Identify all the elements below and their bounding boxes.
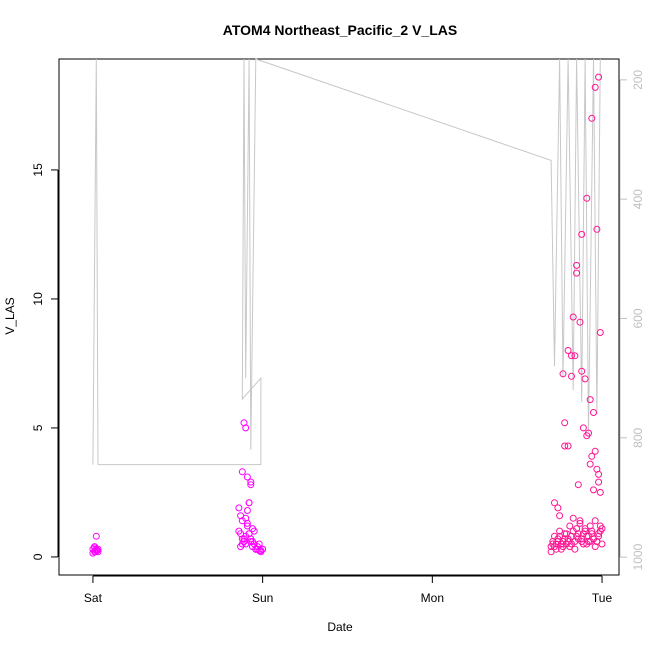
- secondary-line-trace: [92, 58, 601, 466]
- data-point: [564, 442, 572, 450]
- data-point: [591, 447, 599, 455]
- data-point: [561, 530, 569, 538]
- data-point: [245, 499, 253, 507]
- data-point: [235, 504, 243, 512]
- data-point: [249, 525, 256, 533]
- x-tick-label: Mon: [421, 591, 444, 605]
- data-point: [576, 517, 584, 525]
- data-point: [590, 409, 597, 416]
- data-point: [561, 419, 569, 427]
- data-point: [595, 478, 603, 486]
- data-point: [247, 538, 255, 545]
- data-point: [571, 352, 579, 360]
- y2-tick-label: 200: [631, 70, 645, 90]
- data-point: [564, 347, 572, 354]
- data-point: [566, 522, 574, 530]
- y2-tick-label: 800: [631, 427, 645, 447]
- data-point: [247, 481, 255, 489]
- data-point: [593, 225, 601, 233]
- y-axis-label: V_LAS: [3, 297, 17, 334]
- data-point: [569, 514, 577, 522]
- y-tick-label: 15: [31, 163, 45, 177]
- data-point: [568, 372, 575, 380]
- data-point: [583, 194, 591, 202]
- data-point: [92, 532, 100, 540]
- x-tick-label: Sun: [252, 591, 273, 605]
- chart-title: ATOM4 Northeast_Pacific_2 V_LAS: [223, 22, 457, 38]
- y-axis: 0 5 10 15: [31, 163, 59, 560]
- data-point: [255, 540, 263, 548]
- data-point: [596, 488, 604, 496]
- data-point: [598, 525, 606, 533]
- data-point: [574, 481, 582, 489]
- data-point: [94, 548, 102, 556]
- data-point: [579, 424, 587, 432]
- data-point: [551, 499, 558, 507]
- data-point: [556, 512, 564, 520]
- y2-tick-label: 400: [631, 189, 645, 209]
- data-point: [566, 543, 574, 551]
- data-point: [561, 442, 569, 450]
- data-point: [593, 465, 601, 473]
- data-point: [259, 545, 267, 553]
- y-tick-label: 5: [31, 424, 45, 431]
- data-point: [568, 352, 575, 360]
- data-point: [586, 396, 594, 404]
- data-point: [243, 507, 251, 514]
- y2-tick-label: 600: [631, 308, 645, 328]
- y-tick-label: 10: [31, 292, 45, 306]
- y2-tick-label: 1000: [631, 543, 645, 570]
- plot-frame: [58, 58, 620, 576]
- data-points: [89, 73, 606, 557]
- data-point: [559, 370, 567, 378]
- data-point: [588, 452, 596, 460]
- data-point: [573, 261, 581, 269]
- data-point: [583, 432, 591, 440]
- data-point: [590, 486, 597, 494]
- x-axis: Sat Sun Mon Tue: [84, 575, 613, 605]
- data-point: [596, 329, 604, 336]
- data-point: [586, 460, 594, 468]
- data-point: [591, 517, 599, 525]
- data-point: [569, 313, 577, 321]
- data-point: [578, 367, 586, 375]
- secondary-line: [92, 58, 601, 466]
- data-point: [247, 478, 255, 486]
- data-point: [243, 473, 251, 481]
- data-point: [595, 73, 603, 81]
- data-point: [238, 468, 246, 476]
- data-point: [576, 519, 584, 527]
- data-point: [581, 375, 589, 383]
- data-point: [586, 522, 594, 530]
- y-tick-label: 0: [31, 553, 45, 560]
- data-point: [573, 269, 581, 277]
- data-point: [591, 83, 599, 91]
- data-point: [240, 538, 248, 545]
- data-point: [257, 547, 265, 554]
- data-point: [554, 504, 562, 512]
- data-point: [571, 538, 579, 545]
- x-tick-label: Sat: [84, 591, 103, 605]
- data-point: [574, 530, 582, 538]
- data-point: [93, 547, 101, 554]
- x-tick-label: Tue: [592, 591, 613, 605]
- data-point: [557, 545, 565, 553]
- data-point: [242, 424, 250, 432]
- y2-axis: 200 400 600 800 1000: [619, 70, 645, 570]
- data-point: [588, 114, 596, 122]
- data-point: [568, 532, 575, 540]
- data-point: [243, 519, 251, 527]
- data-point: [245, 530, 253, 538]
- x-axis-label: Date: [327, 620, 353, 634]
- data-point: [576, 318, 584, 326]
- data-point: [92, 548, 99, 556]
- data-point: [578, 230, 586, 238]
